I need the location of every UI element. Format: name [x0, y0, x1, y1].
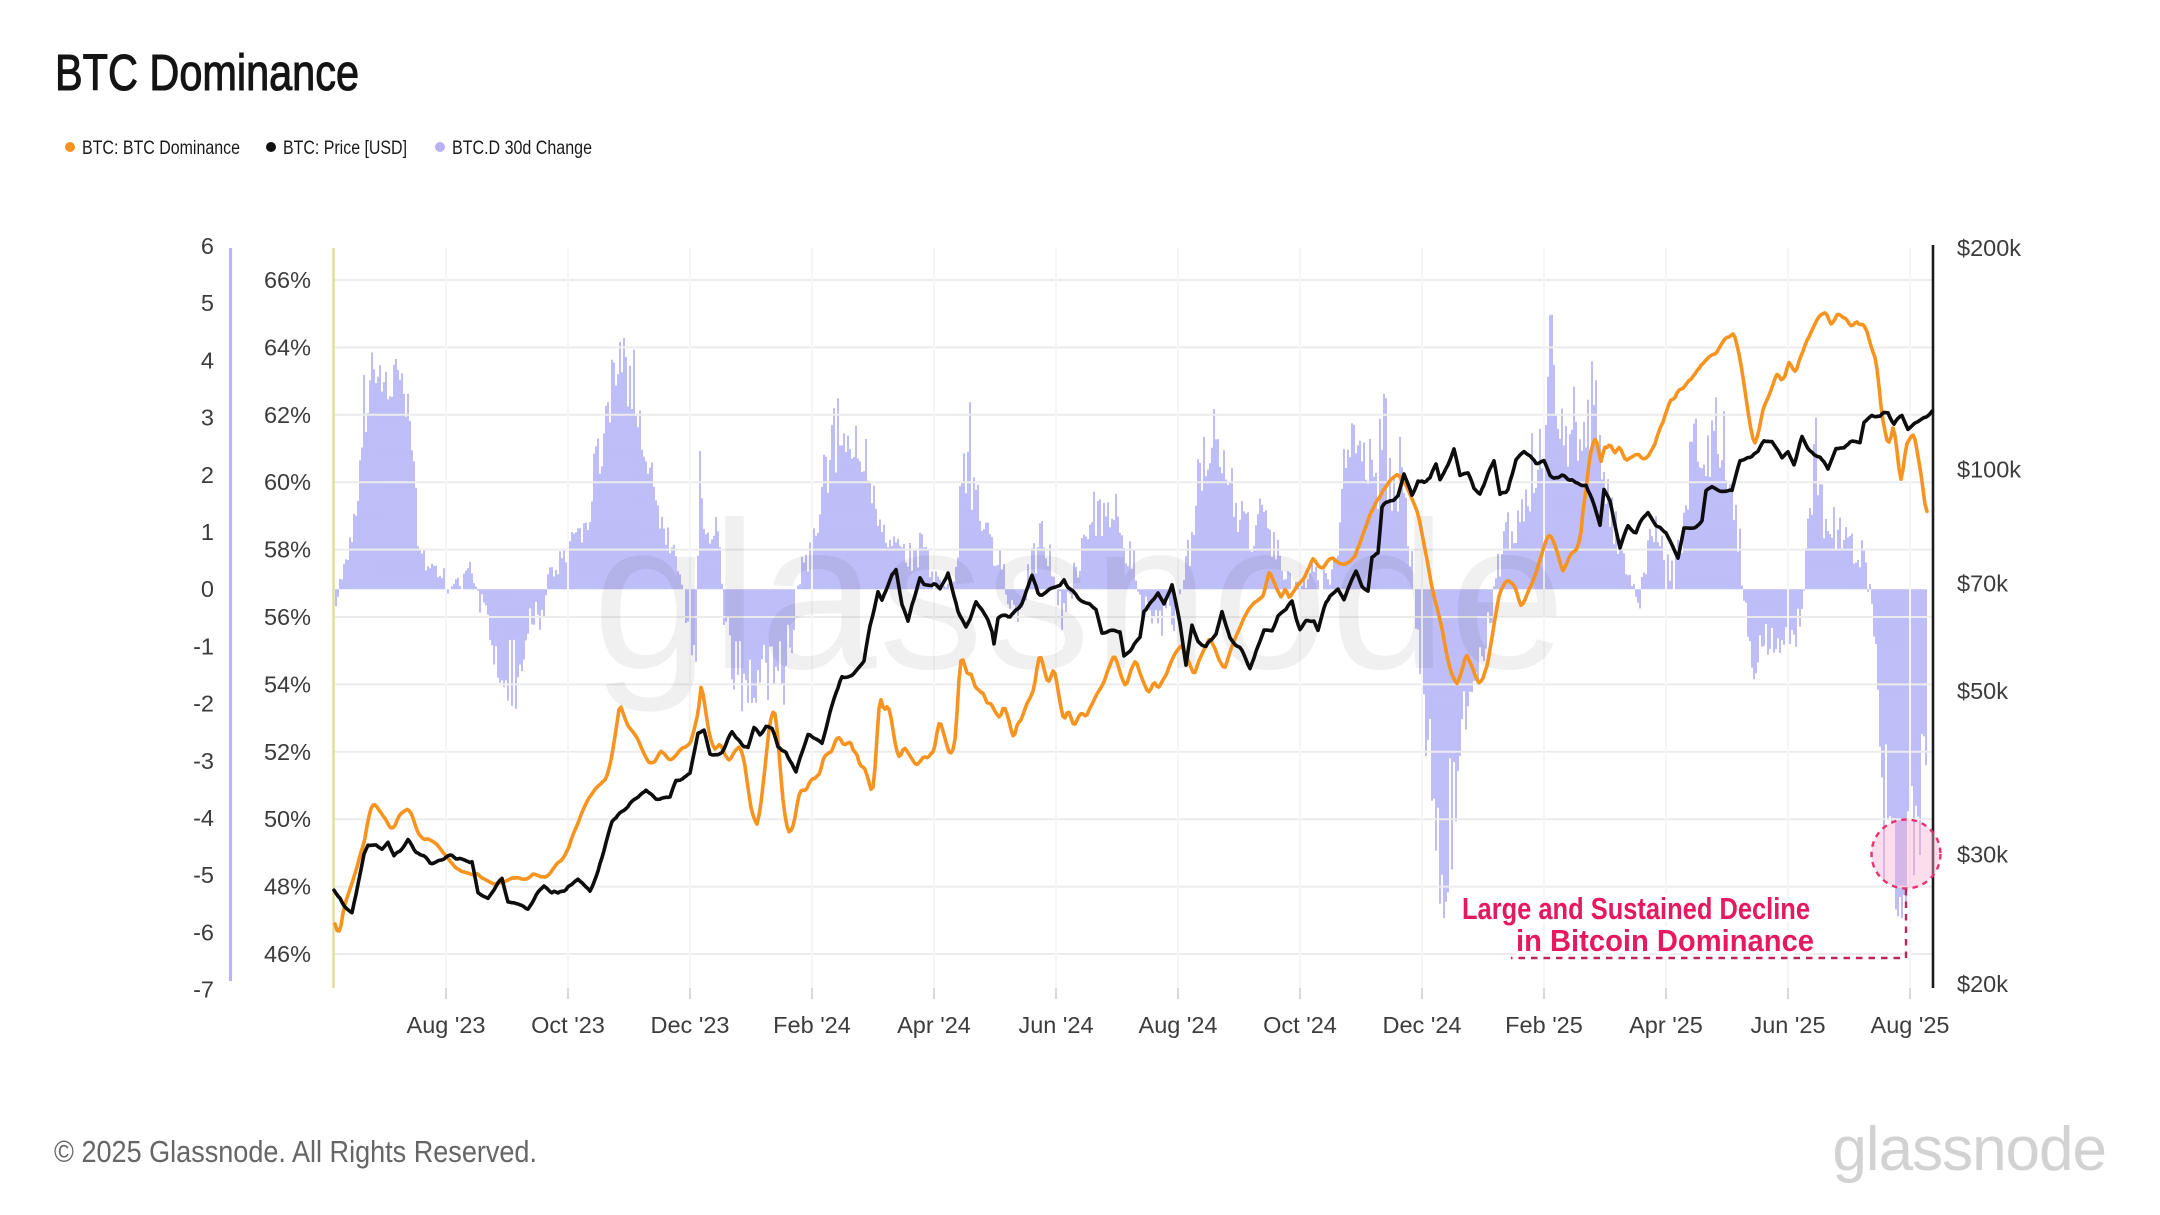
- svg-text:Feb '24: Feb '24: [773, 1012, 851, 1038]
- svg-text:-4: -4: [193, 805, 214, 831]
- svg-text:$30k: $30k: [1957, 841, 2008, 867]
- svg-text:52%: 52%: [264, 739, 311, 765]
- svg-text:© 2025 Glassnode. All Rights R: © 2025 Glassnode. All Rights Reserved.: [54, 1134, 537, 1169]
- svg-text:$70k: $70k: [1957, 571, 2008, 597]
- svg-text:62%: 62%: [264, 402, 311, 428]
- svg-text:-2: -2: [193, 691, 214, 717]
- svg-text:Apr '25: Apr '25: [1629, 1012, 1703, 1038]
- svg-text:64%: 64%: [264, 334, 311, 360]
- svg-text:Large and Sustained Decline: Large and Sustained Decline: [1462, 892, 1810, 926]
- svg-text:$100k: $100k: [1957, 457, 2021, 483]
- svg-text:-5: -5: [193, 862, 214, 888]
- svg-text:46%: 46%: [264, 941, 311, 967]
- svg-text:48%: 48%: [264, 874, 311, 900]
- svg-text:BTC: Price [USD]: BTC: Price [USD]: [283, 137, 407, 159]
- svg-text:Feb '25: Feb '25: [1505, 1012, 1583, 1038]
- svg-text:54%: 54%: [264, 671, 311, 697]
- svg-text:-6: -6: [193, 919, 214, 945]
- svg-text:$200k: $200k: [1957, 235, 2021, 261]
- svg-text:Apr '24: Apr '24: [897, 1012, 971, 1038]
- svg-text:Dec '24: Dec '24: [1383, 1012, 1462, 1038]
- svg-text:-3: -3: [193, 748, 214, 774]
- svg-text:50%: 50%: [264, 806, 311, 832]
- svg-text:60%: 60%: [264, 469, 311, 495]
- svg-text:5: 5: [201, 290, 214, 316]
- svg-text:Jun '24: Jun '24: [1018, 1012, 1093, 1038]
- svg-text:4: 4: [201, 347, 214, 373]
- svg-text:Oct '24: Oct '24: [1263, 1012, 1337, 1038]
- svg-text:BTC.D 30d Change: BTC.D 30d Change: [452, 137, 592, 159]
- svg-text:Jun '25: Jun '25: [1750, 1012, 1825, 1038]
- svg-text:2: 2: [201, 462, 214, 488]
- svg-text:66%: 66%: [264, 267, 311, 293]
- svg-text:56%: 56%: [264, 604, 311, 630]
- svg-text:Aug '25: Aug '25: [1871, 1012, 1950, 1038]
- svg-text:6: 6: [201, 233, 214, 259]
- svg-text:1: 1: [201, 519, 214, 545]
- svg-text:BTC: BTC Dominance: BTC: BTC Dominance: [82, 137, 240, 159]
- svg-text:58%: 58%: [264, 537, 311, 563]
- svg-text:BTC Dominance: BTC Dominance: [55, 44, 359, 101]
- svg-text:-1: -1: [193, 633, 214, 659]
- svg-text:glassnode: glassnode: [1832, 1115, 2106, 1184]
- svg-text:Aug '23: Aug '23: [407, 1012, 486, 1038]
- svg-text:glassnode: glassnode: [592, 478, 1567, 713]
- svg-text:$20k: $20k: [1957, 971, 2008, 997]
- svg-text:-7: -7: [193, 977, 214, 1003]
- svg-text:Oct '23: Oct '23: [531, 1012, 605, 1038]
- svg-text:3: 3: [201, 405, 214, 431]
- svg-text:$50k: $50k: [1957, 678, 2008, 704]
- svg-text:0: 0: [201, 576, 214, 602]
- svg-text:Dec '23: Dec '23: [651, 1012, 730, 1038]
- svg-text:in Bitcoin Dominance: in Bitcoin Dominance: [1516, 924, 1814, 958]
- svg-text:Aug '24: Aug '24: [1139, 1012, 1218, 1038]
